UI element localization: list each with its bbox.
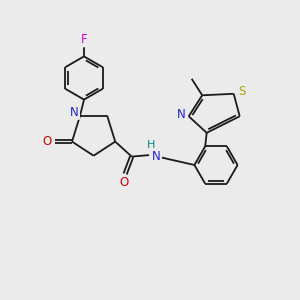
Text: N: N <box>152 150 161 163</box>
Text: F: F <box>81 33 87 46</box>
Text: N: N <box>177 108 186 121</box>
Text: H: H <box>146 140 155 151</box>
Text: N: N <box>70 106 79 119</box>
Text: S: S <box>238 85 246 98</box>
Text: O: O <box>43 135 52 148</box>
Text: O: O <box>119 176 128 189</box>
